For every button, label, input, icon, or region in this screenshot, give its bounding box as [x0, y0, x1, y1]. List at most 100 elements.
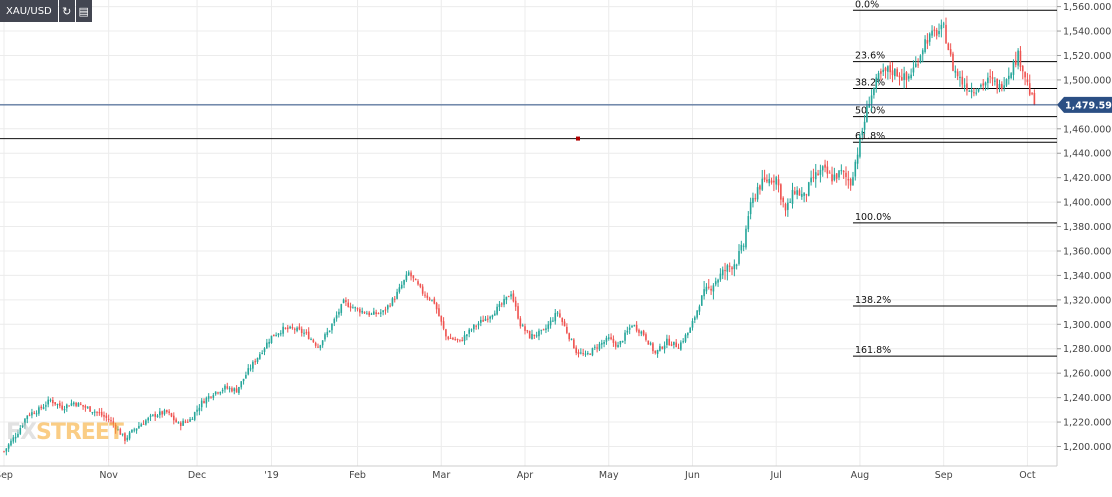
candle-body: [489, 316, 491, 319]
calendar-range-icon[interactable]: ▤: [75, 0, 92, 22]
candle-body: [994, 80, 996, 82]
candle-body: [14, 436, 17, 439]
candle-body: [377, 313, 380, 315]
candle-body: [417, 281, 419, 285]
candle-body: [1017, 50, 1019, 66]
candle-body: [719, 273, 722, 280]
candle-body: [263, 348, 266, 352]
fib-level-label: 100.0%: [855, 212, 891, 223]
candle-body: [510, 294, 512, 297]
candle-body: [586, 353, 589, 355]
y-tick-label: 1,400.0000: [1063, 198, 1112, 209]
candle-body: [821, 166, 824, 171]
candle-body: [163, 410, 166, 415]
candle-body: [973, 92, 975, 94]
candle-body: [652, 343, 654, 352]
candle-body: [435, 303, 438, 310]
candle-body: [1026, 79, 1029, 83]
candle-body: [687, 332, 689, 336]
y-tick-label: 1,300.0000: [1063, 320, 1112, 331]
candle-body: [405, 274, 408, 281]
candle-body: [1014, 60, 1017, 65]
candle-body: [668, 338, 671, 345]
candle-body: [638, 329, 640, 333]
candle-body: [959, 76, 961, 79]
candle-body: [845, 172, 847, 178]
x-tick-label: Sep: [0, 470, 13, 481]
candle-body: [200, 400, 203, 408]
y-tick-label: 1,240.0000: [1063, 393, 1112, 404]
candle-body: [928, 33, 931, 42]
candle-body: [889, 65, 891, 73]
candle-body: [10, 440, 12, 446]
candle-body: [45, 405, 47, 407]
candle-body: [919, 55, 922, 63]
candle-body: [475, 325, 477, 327]
x-tick-label: Jul: [769, 470, 781, 481]
candle-body: [556, 312, 559, 314]
candle-body: [838, 170, 840, 178]
y-tick-label: 1,460.0000: [1063, 124, 1112, 135]
y-tick-label: 1,360.0000: [1063, 246, 1112, 257]
candle-body: [728, 265, 731, 267]
candle-body: [228, 388, 231, 390]
candle-body: [459, 339, 461, 341]
candle-body: [766, 179, 768, 182]
candle-body: [140, 424, 143, 427]
candle-body: [431, 299, 433, 301]
candle-body: [282, 326, 284, 334]
candle-body: [79, 403, 82, 405]
candle-body: [770, 180, 773, 183]
candle-body: [684, 334, 687, 342]
candle-body: [866, 105, 868, 122]
candle-body: [261, 352, 263, 354]
candle-body: [577, 351, 580, 355]
candle-body: [1021, 66, 1024, 72]
candle-body: [991, 77, 994, 79]
candle-body: [363, 311, 366, 314]
candle-body: [703, 289, 705, 297]
candle-body: [705, 286, 708, 292]
fib-level-label: 138.2%: [855, 295, 891, 306]
candle-body: [726, 265, 729, 272]
candle-body: [400, 284, 403, 289]
candle-body: [849, 179, 852, 186]
candle-body: [582, 353, 584, 355]
candle-body: [877, 73, 880, 80]
line-anchor-handle[interactable]: [576, 136, 580, 141]
candle-body: [824, 164, 826, 168]
candle-body: [98, 412, 101, 414]
fib-level-label: 50.0%: [855, 106, 885, 117]
candle-body: [998, 83, 1001, 89]
candle-body: [528, 331, 531, 339]
refresh-icon[interactable]: ↻: [58, 0, 75, 22]
candle-body: [633, 325, 636, 327]
candle-body: [812, 177, 815, 179]
candle-body: [170, 413, 173, 417]
candle-body: [605, 337, 608, 342]
candle-body: [763, 177, 766, 180]
candle-body: [270, 335, 273, 344]
candle-body: [256, 357, 259, 363]
candle-body: [473, 324, 475, 330]
candle-body: [800, 193, 803, 197]
candle-body: [340, 304, 343, 313]
candle-body: [379, 312, 382, 314]
candle-body: [3, 451, 5, 453]
candle-body: [831, 174, 833, 182]
candle-body: [714, 281, 717, 285]
candle-body: [212, 395, 215, 398]
candle-body: [794, 191, 796, 194]
candle-body: [619, 341, 622, 345]
symbol-label[interactable]: XAU/USD: [0, 0, 58, 22]
candle-body: [414, 278, 417, 281]
candle-body: [987, 77, 989, 84]
candle-body: [777, 179, 780, 186]
fib-level-label: 0.0%: [855, 0, 879, 10]
candle-body: [466, 334, 468, 337]
candle-body: [833, 174, 836, 181]
candle-body: [454, 339, 457, 341]
candle-body: [514, 300, 517, 307]
